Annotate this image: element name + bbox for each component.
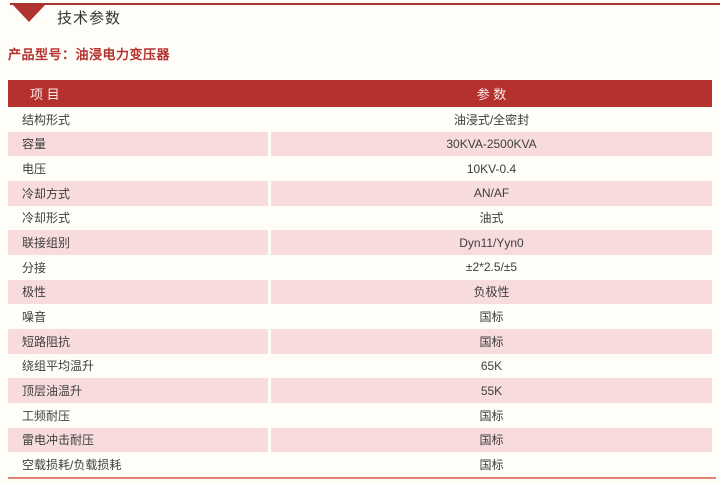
row-item-label: 电压 <box>22 162 47 177</box>
row-item-label: 工频耐压 <box>22 408 71 423</box>
header-item-column: 项 目 <box>8 80 268 107</box>
bottom-divider-line <box>8 477 716 479</box>
row-item-label: 极性 <box>8 279 268 305</box>
table-row: 雷电冲击耐压 国标 <box>8 427 712 453</box>
row-value: 国标 <box>271 328 712 354</box>
row-value: ±2*2.5/±5 <box>465 260 518 275</box>
row-item-label: 顶层油温升 <box>8 378 268 403</box>
row-value: 国标 <box>479 408 504 423</box>
table-row: 工频耐压 国标 <box>8 403 712 428</box>
table-body: 结构形式 油浸式/全密封 容量 30KVA-2500KVA 电压 10KV-0.… <box>8 107 712 477</box>
row-item-label: 雷电冲击耐压 <box>8 427 268 453</box>
table-row: 分接 ±2*2.5/±5 <box>8 255 712 280</box>
row-value: 油式 <box>479 211 504 226</box>
top-divider-line <box>10 3 720 5</box>
row-value: 55K <box>271 378 712 403</box>
table-row: 顶层油温升 55K <box>8 378 712 403</box>
table-row: 容量 30KVA-2500KVA <box>8 131 712 157</box>
row-item-label: 容量 <box>8 131 268 157</box>
table-header-row: 项 目 参 数 <box>8 80 712 107</box>
row-item-label: 噪音 <box>22 310 47 325</box>
table-row: 极性 负极性 <box>8 279 712 305</box>
row-item-label: 绕组平均温升 <box>22 359 95 374</box>
row-value: 油浸式/全密封 <box>453 112 530 127</box>
section-triangle-icon <box>13 5 45 22</box>
row-item-label: 联接组别 <box>8 230 268 255</box>
row-value: AN/AF <box>271 180 712 206</box>
row-value: 10KV-0.4 <box>466 161 517 176</box>
row-value: 30KVA-2500KVA <box>271 131 712 157</box>
table-row: 冷却形式 油式 <box>8 206 712 231</box>
row-item-label: 冷却形式 <box>22 211 71 226</box>
table-row: 联接组别 Dyn11/Yyn0 <box>8 230 712 255</box>
spec-table: 项 目 参 数 结构形式 油浸式/全密封 容量 30KVA-2500KVA 电压… <box>8 80 712 477</box>
row-value: 国标 <box>479 310 504 325</box>
row-item-label: 结构形式 <box>22 112 71 127</box>
row-item-label: 空载损耗/负载损耗 <box>22 458 122 473</box>
row-value: 65K <box>480 358 503 373</box>
row-item-label: 冷却方式 <box>8 180 268 206</box>
header-value-column: 参 数 <box>271 80 712 107</box>
row-item-label: 分接 <box>22 260 47 275</box>
product-model-label: 产品型号：油浸电力变压器 <box>8 47 171 62</box>
row-value: 国标 <box>271 427 712 453</box>
table-row: 噪音 国标 <box>8 304 712 329</box>
table-row: 结构形式 油浸式/全密封 <box>8 107 712 132</box>
row-item-label: 短路阻抗 <box>8 328 268 354</box>
table-row: 冷却方式 AN/AF <box>8 180 712 206</box>
row-value: Dyn11/Yyn0 <box>271 230 712 255</box>
table-row: 空载损耗/负载损耗 国标 <box>8 452 712 477</box>
row-value: 负极性 <box>271 279 712 305</box>
table-row: 绕组平均温升 65K <box>8 354 712 379</box>
page-title: 技术参数 <box>57 10 122 27</box>
table-row: 短路阻抗 国标 <box>8 328 712 354</box>
table-row: 电压 10KV-0.4 <box>8 156 712 181</box>
row-value: 国标 <box>479 458 504 473</box>
